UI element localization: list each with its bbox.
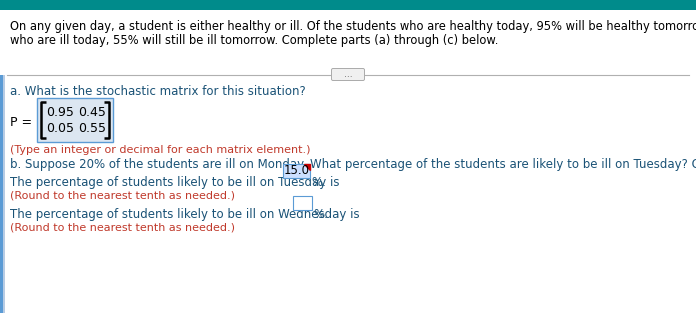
Text: (Round to the nearest tenth as needed.): (Round to the nearest tenth as needed.) [10, 190, 235, 200]
Polygon shape [303, 164, 310, 170]
FancyBboxPatch shape [0, 0, 696, 10]
Text: who are ill today, 55% will still be ill tomorrow. Complete parts (a) through (c: who are ill today, 55% will still be ill… [10, 34, 498, 47]
FancyBboxPatch shape [5, 75, 696, 313]
Text: a. What is the stochastic matrix for this situation?: a. What is the stochastic matrix for thi… [10, 85, 306, 98]
Text: ...: ... [344, 70, 352, 79]
Text: On any given day, a student is either healthy or ill. Of the students who are he: On any given day, a student is either he… [10, 20, 696, 33]
FancyBboxPatch shape [331, 69, 365, 80]
Text: The percentage of students likely to be ill on Tuesday is: The percentage of students likely to be … [10, 176, 343, 189]
Text: (Type an integer or decimal for each matrix element.): (Type an integer or decimal for each mat… [10, 145, 310, 155]
Text: (Round to the nearest tenth as needed.): (Round to the nearest tenth as needed.) [10, 222, 235, 232]
Text: 0.45: 0.45 [78, 105, 106, 119]
Text: 0.95: 0.95 [46, 105, 74, 119]
Text: 0.05: 0.05 [46, 121, 74, 135]
FancyBboxPatch shape [0, 10, 696, 73]
Text: P =: P = [10, 116, 32, 130]
Text: %.: %. [312, 176, 326, 189]
Text: b. Suppose 20% of the students are ill on Monday. What percentage of the student: b. Suppose 20% of the students are ill o… [10, 158, 696, 171]
Text: 0.55: 0.55 [78, 121, 106, 135]
FancyBboxPatch shape [37, 98, 113, 142]
FancyBboxPatch shape [0, 75, 5, 313]
Text: %.: %. [313, 208, 328, 221]
Text: The percentage of students likely to be ill on Wednesday is: The percentage of students likely to be … [10, 208, 363, 221]
FancyBboxPatch shape [293, 196, 312, 209]
FancyBboxPatch shape [0, 75, 3, 313]
FancyBboxPatch shape [283, 163, 310, 177]
Text: 15.0: 15.0 [284, 163, 310, 177]
